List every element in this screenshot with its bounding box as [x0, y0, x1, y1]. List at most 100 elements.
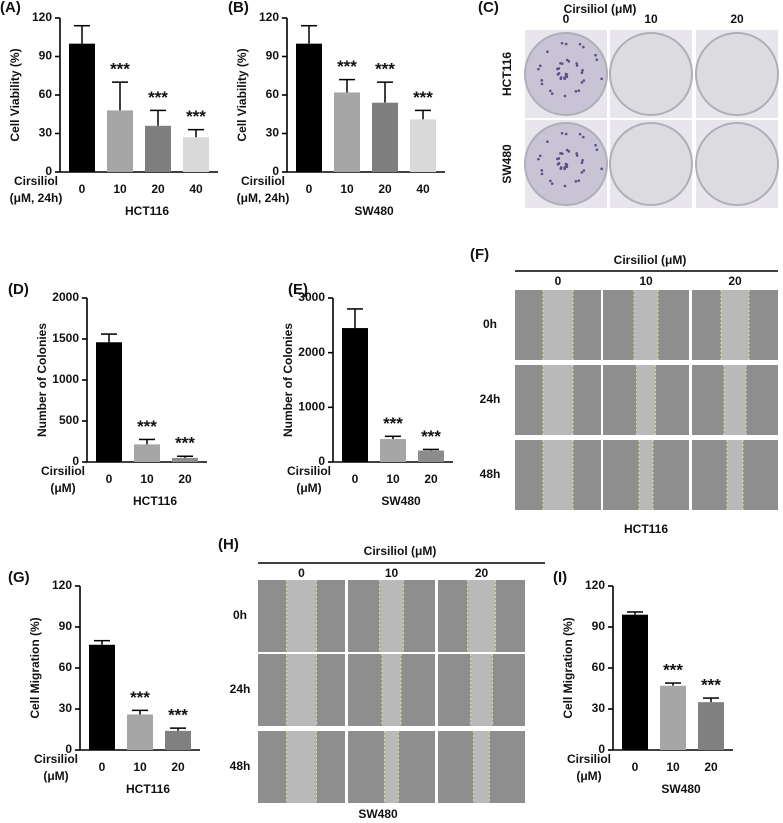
wound-gap [724, 365, 746, 435]
x-tick-label: 0 [632, 760, 639, 774]
y-tick-label: 30 [266, 126, 280, 140]
significance: *** [421, 427, 441, 446]
colony [574, 90, 578, 93]
x-tick-label: 10 [133, 760, 147, 774]
x-prefix: Cirsiliol [241, 174, 285, 188]
row-label: 24h [480, 392, 501, 406]
y-tick-label: 2000 [52, 290, 79, 304]
colony [557, 157, 561, 160]
x-tick-label: 20 [704, 760, 718, 774]
wound-gap [639, 440, 653, 510]
column-label: 20 [730, 12, 744, 26]
column-label: 20 [475, 566, 489, 580]
colony [546, 50, 549, 54]
plate [695, 122, 779, 206]
colony [581, 69, 584, 72]
y-tick-label: 500 [59, 413, 79, 427]
y-tick-label: 30 [592, 701, 606, 715]
bar [372, 102, 398, 172]
significance: *** [175, 434, 195, 453]
bar [296, 43, 322, 172]
wound-gap [384, 731, 399, 803]
bar [145, 125, 171, 172]
panel-caption: SW480 [358, 807, 398, 821]
colony [578, 42, 582, 46]
y-tick-label: 120 [585, 578, 605, 592]
x-tick-label: 0 [352, 472, 359, 486]
significance: *** [110, 60, 130, 79]
x-prefix: Cirsiliol [14, 174, 58, 188]
y-tick-label: 90 [266, 49, 280, 63]
row-label: 0h [233, 608, 247, 622]
x-tick-label: 20 [424, 472, 438, 486]
colony [594, 143, 597, 147]
bar [660, 685, 686, 750]
bar [165, 730, 191, 750]
panel-title: Cirsiliol (μM) [364, 544, 437, 558]
column-label: 10 [639, 274, 653, 288]
colony [549, 89, 552, 93]
y-axis-label: Cell Migration (%) [28, 617, 42, 718]
x-prefix: (μM, 24h) [237, 191, 290, 205]
x-axis-label: HCT116 [133, 494, 177, 508]
wound-gap [727, 440, 743, 510]
y-tick-label: 60 [266, 87, 280, 101]
colony [557, 67, 561, 70]
bar [380, 439, 406, 462]
colony [575, 64, 579, 67]
colony [567, 150, 571, 153]
panel-label: (A) [0, 0, 21, 16]
colony [564, 162, 568, 166]
wound-gap [543, 290, 573, 360]
bar [418, 450, 444, 462]
column-label: 10 [385, 566, 399, 580]
bar [96, 342, 122, 462]
x-prefix: (μM) [43, 769, 68, 783]
significance: *** [383, 414, 403, 433]
colony [564, 72, 568, 76]
colony [600, 167, 603, 171]
colony [595, 148, 599, 152]
x-axis-label: SW480 [354, 204, 394, 218]
y-tick-label: 30 [39, 126, 53, 140]
x-tick-label: 20 [151, 182, 165, 196]
colony [577, 89, 581, 92]
colony [565, 74, 568, 78]
row-label: 0h [483, 317, 497, 331]
x-prefix: Cirsiliol [41, 464, 85, 478]
y-tick-label: 1000 [52, 372, 79, 386]
panel-title: Cirsiliol (μM) [564, 2, 637, 16]
colony [564, 42, 568, 46]
row-label: SW480 [500, 144, 514, 184]
y-tick-label: 90 [59, 619, 73, 633]
significance: *** [148, 88, 168, 107]
wound-gap [543, 440, 573, 510]
colony [595, 58, 599, 62]
x-tick-label: 0 [99, 760, 106, 774]
panel-label: (I) [553, 569, 567, 586]
panel-label: (H) [218, 536, 239, 553]
wound-gap [286, 654, 317, 726]
colony [563, 94, 567, 98]
colony [550, 92, 554, 95]
plate [609, 122, 693, 206]
y-tick-label: 0 [72, 454, 79, 468]
significance: *** [375, 60, 395, 79]
row-label: 48h [480, 467, 501, 481]
panel-caption: HCT116 [624, 522, 668, 536]
colony [549, 179, 552, 183]
colony [563, 184, 567, 188]
colony [582, 45, 585, 49]
y-tick-label: 0 [65, 742, 72, 756]
x-tick-label: 20 [171, 760, 185, 774]
bar [622, 614, 648, 750]
colony [578, 132, 582, 136]
bar [134, 444, 160, 462]
x-tick-label: 10 [340, 182, 354, 196]
significance: *** [701, 676, 721, 695]
bar [183, 137, 209, 172]
colony [560, 41, 564, 45]
significance: *** [413, 88, 433, 107]
y-axis-label: Cell Viability (%) [8, 48, 22, 141]
colony [582, 79, 586, 82]
